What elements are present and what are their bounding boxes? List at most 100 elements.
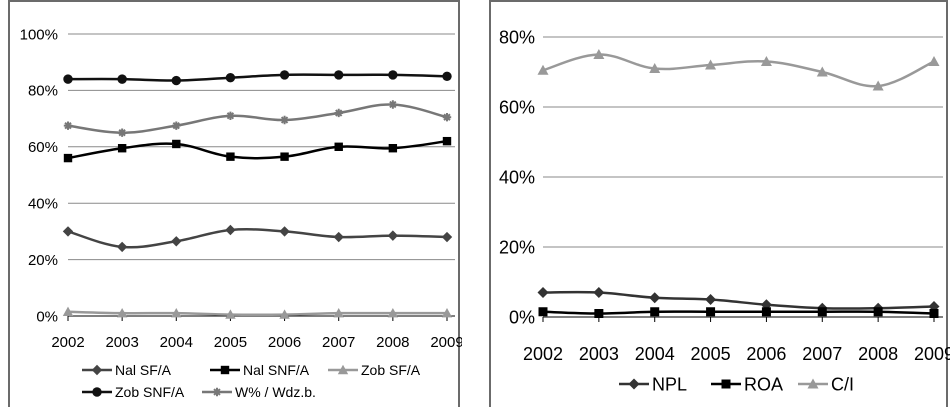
data-point [761, 307, 771, 317]
data-point [872, 80, 884, 91]
data-point [171, 75, 181, 86]
data-point [117, 74, 127, 84]
data-point [226, 111, 235, 120]
data-point [279, 70, 290, 80]
legend-label: NPL [652, 374, 687, 394]
data-point [441, 307, 453, 318]
legend-label: ROA [744, 374, 783, 394]
x-tick-label: 2002 [523, 344, 563, 364]
x-tick-label: 2009 [430, 334, 462, 351]
data-point [280, 152, 289, 161]
data-point [441, 231, 453, 243]
data-point [593, 287, 605, 298]
data-point [171, 236, 182, 247]
legend-label: Zob SF/A [361, 362, 421, 378]
y-tick-label: 60% [28, 139, 58, 156]
legend-marker [721, 379, 731, 389]
data-point [388, 144, 398, 153]
data-point [593, 49, 605, 59]
data-point [594, 309, 604, 318]
chart-left: 0% 20% 40% 60% 80% 100% 2002 2003 2004 2005 2006 20… [20, 26, 462, 400]
y-tick-label: 100% [20, 26, 58, 43]
data-point [928, 56, 940, 66]
legend-marker [92, 387, 102, 397]
data-point [63, 74, 73, 84]
data-point [705, 59, 717, 70]
data-point [817, 307, 827, 317]
series-5 [63, 100, 452, 137]
x-tick-label: 2004 [160, 334, 193, 351]
data-point [334, 70, 344, 80]
data-point [816, 66, 828, 77]
data-point [537, 64, 549, 75]
data-point [279, 226, 290, 237]
data-point [279, 309, 290, 319]
legend-item: Zob SF/A [328, 362, 421, 378]
data-point [116, 307, 128, 318]
legend-item: NPL [619, 374, 687, 394]
data-point [225, 224, 236, 236]
data-point [172, 121, 181, 130]
chart-left-panel: 0% 20% 40% 60% 80% 100% 2002 2003 2004 2005 2006 20… [8, 0, 462, 407]
data-point [225, 309, 236, 319]
series-line [67, 103, 448, 134]
data-point [442, 136, 452, 146]
series-line [542, 310, 935, 315]
chart-right-panel: 0% 20% 40% 60% 80% 2002 2003 2004 2005 2006 2007 20… [489, 0, 950, 407]
y-tick-label: 0% [509, 307, 535, 327]
legend-marker [91, 364, 103, 376]
legend-label: W% / Wdz.b. [235, 384, 316, 400]
chart-right: 0% 20% 40% 60% 80% 2002 2003 2004 2005 2006 2007 20… [499, 27, 950, 394]
legend-item: C/I [798, 374, 854, 394]
series-2 [63, 136, 452, 163]
legend-marker [807, 378, 819, 389]
data-point [280, 115, 289, 125]
y-tick-label: 80% [499, 27, 535, 47]
data-point [226, 152, 235, 161]
y-tick-label: 80% [28, 83, 58, 100]
x-tick-label: 2007 [802, 344, 842, 364]
data-point [63, 153, 73, 163]
data-point [873, 307, 883, 317]
data-point [705, 294, 717, 305]
legend-item: Zob SNF/A [82, 384, 185, 400]
y-tick-label: 40% [28, 195, 58, 212]
x-tick-label: 2007 [322, 334, 355, 351]
legend-label: Zob SNF/A [115, 384, 185, 400]
data-point [760, 56, 772, 66]
legend: NPL ROA C/I [619, 374, 854, 394]
legend-item: W% / Wdz.b. [202, 384, 316, 400]
data-point [63, 121, 73, 130]
data-point [225, 73, 236, 83]
data-point [649, 63, 661, 73]
data-point [538, 307, 548, 317]
legend-label: Nal SNF/A [243, 362, 310, 378]
data-point [333, 307, 344, 318]
x-tick-label: 2005 [214, 334, 247, 351]
series-line [67, 73, 448, 82]
x-tick-label: 2005 [691, 344, 731, 364]
data-point [442, 71, 452, 82]
data-point [117, 128, 127, 137]
legend: Nal SF/A Nal SNF/A Zob SF/A Zob SNF/A W% / W… [82, 362, 421, 400]
series-3 [62, 306, 453, 319]
data-point [172, 139, 181, 149]
legend-marker [220, 365, 230, 375]
data-point [442, 112, 452, 122]
x-tick-label: 2008 [376, 334, 409, 351]
data-point [388, 70, 398, 80]
data-point [650, 307, 660, 317]
x-tick-label: 2006 [268, 334, 301, 351]
data-point [171, 307, 182, 318]
y-tick-label: 0% [36, 308, 58, 325]
x-tick-label: 2009 [914, 344, 950, 364]
data-point [649, 292, 661, 304]
legend-label: Nal SF/A [115, 362, 172, 378]
series-1 [62, 224, 453, 253]
series-3 [537, 49, 940, 91]
y-tick-label: 40% [499, 167, 535, 187]
data-point [116, 241, 128, 253]
series-4 [63, 70, 452, 86]
x-tick-label: 2006 [746, 344, 786, 364]
data-point [929, 309, 939, 318]
